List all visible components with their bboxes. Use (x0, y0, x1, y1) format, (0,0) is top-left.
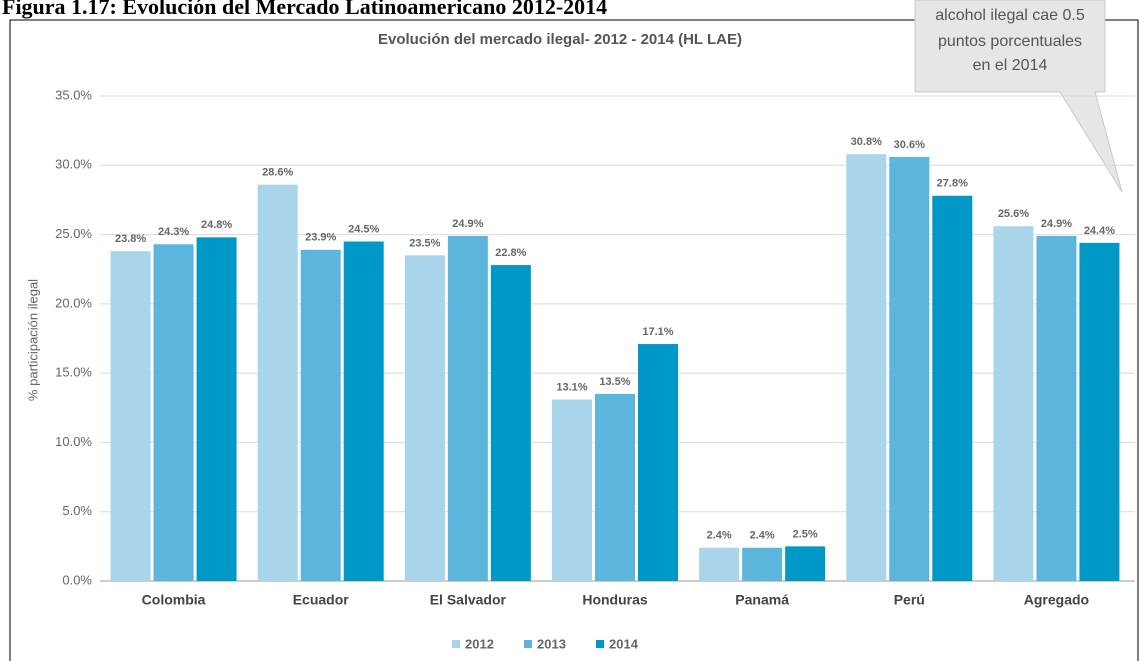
bar (552, 399, 592, 581)
value-label: 24.4% (1084, 225, 1115, 237)
y-tick-label: 15.0% (55, 365, 92, 380)
value-label: 22.8% (495, 247, 526, 259)
value-label: 23.8% (115, 233, 146, 245)
callout-text: en el 2014 (973, 57, 1048, 74)
bar (300, 249, 341, 582)
y-tick-label: 0.0% (62, 572, 92, 587)
x-tick-label: El Salvador (430, 592, 507, 608)
y-tick-label: 35.0% (55, 87, 92, 102)
x-tick-label: Honduras (582, 592, 648, 608)
bar (932, 195, 973, 581)
frame (9, 19, 1139, 661)
legend-label: 2014 (609, 636, 639, 651)
value-label: 23.5% (409, 237, 440, 249)
value-label: 24.8% (201, 219, 232, 231)
bar (699, 547, 740, 581)
bar (490, 265, 531, 581)
legend-label: 2013 (537, 636, 566, 651)
y-tick-label: 30.0% (55, 157, 92, 172)
value-label: 24.5% (348, 223, 379, 235)
legend-swatch (452, 640, 460, 648)
bar (343, 241, 384, 581)
y-tick-label: 10.0% (55, 434, 92, 449)
bar (404, 255, 445, 581)
value-label: 24.9% (452, 218, 483, 230)
value-label: 25.6% (998, 208, 1029, 220)
x-tick-label: Ecuador (293, 592, 350, 608)
callout-box (914, 0, 1123, 193)
bar (889, 156, 930, 581)
legend-swatch (524, 640, 532, 648)
value-label: 13.5% (599, 376, 630, 388)
y-tick-label: 25.0% (55, 226, 92, 241)
value-label: 17.1% (642, 326, 673, 338)
legend-swatch (596, 640, 604, 648)
bar (110, 251, 151, 581)
value-label: 24.3% (158, 226, 189, 238)
bar (638, 344, 678, 581)
value-label: 28.6% (262, 167, 293, 179)
figure-title: Figura 1.17: Evolución del Mercado Latin… (2, 0, 607, 19)
x-tick-label: Agregado (1024, 592, 1089, 608)
value-label: 24.9% (1041, 218, 1072, 230)
x-tick-label: Perú (894, 592, 925, 608)
x-tick-label: Colombia (142, 592, 206, 608)
bar (846, 154, 887, 581)
bar (257, 184, 298, 581)
value-label: 27.8% (937, 178, 968, 190)
callout-text: puntos porcentuales (938, 33, 1082, 50)
bar (1079, 242, 1120, 581)
y-axis-label: % participación ilegal (25, 279, 40, 401)
value-label: 23.9% (305, 232, 336, 244)
value-label: 2.5% (793, 528, 818, 540)
value-label: 13.1% (556, 381, 587, 393)
bar (993, 226, 1034, 581)
bar (785, 546, 826, 581)
chart-title: Evolución del mercado ilegal- 2012 - 201… (378, 31, 742, 48)
bar (153, 244, 194, 581)
value-label: 30.8% (851, 136, 882, 148)
x-tick-label: Panamá (735, 592, 789, 608)
value-label: 2.4% (750, 530, 775, 542)
value-label: 30.6% (894, 139, 925, 151)
value-label: 2.4% (707, 530, 732, 542)
y-tick-label: 20.0% (55, 295, 92, 310)
bar (742, 547, 783, 581)
bar (1036, 235, 1077, 581)
legend-label: 2012 (465, 636, 494, 651)
y-tick-label: 5.0% (62, 503, 92, 518)
bar (595, 393, 635, 581)
bar (447, 235, 488, 581)
callout-text: alcohol ilegal cae 0.5 (935, 7, 1085, 24)
bar (196, 237, 237, 582)
